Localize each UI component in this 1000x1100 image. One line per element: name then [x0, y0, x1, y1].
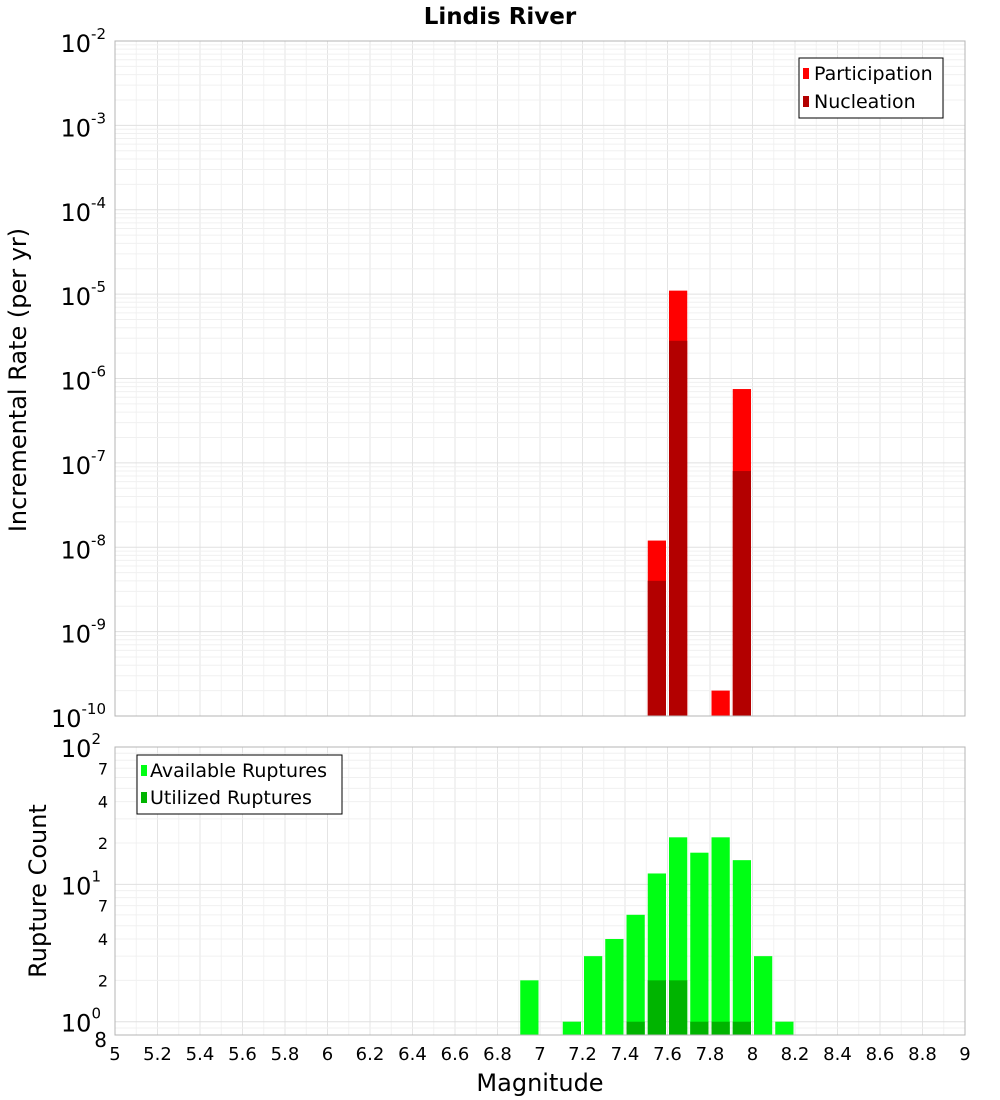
x-tick-labels: 5 5.2 5.4 5.6 5.8 6 6.2 6.4 6.6 6.8 7 7.2 7.4 7.6 7.8 8… — [109, 1044, 970, 1065]
y-tick-label-minor: 8 — [94, 1028, 107, 1052]
y-tick-label: 10-2 — [60, 25, 106, 58]
x-tick-label: 5.6 — [228, 1044, 257, 1065]
legend-label-available-ruptures: Available Ruptures — [150, 760, 327, 782]
y-tick-label-major: 100 — [61, 1005, 101, 1038]
bar-bottom-series-0 — [711, 837, 730, 1035]
bar-bottom-series-0 — [754, 956, 773, 1035]
x-tick-label: 8.8 — [908, 1044, 937, 1065]
legend-label-nucleation: Nucleation — [814, 91, 916, 113]
x-tick-label: 7.4 — [611, 1044, 640, 1065]
y-tick-label-minor: 7 — [98, 897, 108, 916]
legend-label-participation: Participation — [814, 63, 933, 85]
x-tick-label: 7.6 — [653, 1044, 682, 1065]
top-grid — [114, 41, 966, 717]
y-tick-label-major: 102 — [61, 730, 101, 763]
bottom-y-axis-label: Rupture Count — [24, 804, 52, 978]
legend-swatch-participation — [803, 68, 809, 79]
bottom-plot-frame — [114, 746, 966, 1036]
top-legend: Participation Nucleation — [798, 57, 944, 119]
bar-bottom-series-0 — [732, 860, 751, 1035]
x-tick-label: 7.8 — [696, 1044, 725, 1065]
x-tick-label: 5.2 — [143, 1044, 172, 1065]
x-tick-label: 8.4 — [823, 1044, 852, 1065]
bar-bottom-series-0 — [775, 1021, 794, 1035]
top-bars — [647, 290, 751, 716]
y-tick-label-minor: 4 — [98, 793, 108, 812]
x-tick-label: 6.2 — [356, 1044, 385, 1065]
bar-top-series-0 — [711, 690, 730, 716]
bar-bottom-series-1 — [732, 1021, 751, 1035]
y-tick-label: 10-7 — [60, 447, 106, 480]
bar-bottom-series-0 — [584, 956, 603, 1035]
top-plot-frame — [114, 40, 966, 717]
y-tick-label: 10-9 — [60, 616, 106, 649]
y-tick-label-major: 101 — [61, 867, 101, 900]
bar-bottom-series-1 — [647, 980, 666, 1035]
x-tick-label: 8 — [747, 1044, 758, 1065]
y-tick-label: 10-4 — [60, 194, 106, 227]
bar-bottom-series-1 — [626, 1021, 645, 1035]
x-tick-label: 5 — [109, 1044, 120, 1065]
bottom-y-tick-labels: 102 101 100 7 4 2 7 4 2 8 — [61, 730, 108, 1052]
x-tick-label: 5.8 — [271, 1044, 300, 1065]
y-tick-label: 10-6 — [60, 363, 106, 396]
bar-top-series-1 — [669, 340, 688, 716]
y-tick-label: 10-8 — [60, 531, 106, 564]
legend-label-utilized-ruptures: Utilized Ruptures — [150, 787, 312, 809]
bottom-legend-box — [136, 754, 343, 815]
x-tick-label: 6 — [322, 1044, 333, 1065]
bar-bottom-series-1 — [711, 1021, 730, 1035]
bar-bottom-series-0 — [690, 852, 709, 1035]
chart-title: Lindis River — [424, 4, 577, 30]
bar-top-series-1 — [732, 471, 751, 716]
x-tick-label: 8.6 — [866, 1044, 895, 1065]
y-tick-label: 10-3 — [60, 109, 106, 142]
bar-bottom-series-1 — [690, 1021, 709, 1035]
top-y-tick-labels: 10-10 10-9 10-8 10-7 10-6 10-5 10-4 10-3 10-2 — [51, 25, 106, 733]
y-tick-label-minor: 7 — [98, 759, 108, 778]
legend-swatch-utilized-ruptures — [141, 792, 147, 803]
top-y-axis-label: Incremental Rate (per yr) — [4, 228, 32, 532]
bar-bottom-series-0 — [520, 980, 539, 1035]
x-tick-label: 7 — [534, 1044, 545, 1065]
x-tick-label: 6.6 — [441, 1044, 470, 1065]
y-tick-label-minor: 2 — [98, 834, 108, 853]
x-tick-label: 5.4 — [186, 1044, 215, 1065]
x-tick-label: 6.8 — [483, 1044, 512, 1065]
x-tick-label: 6.4 — [398, 1044, 427, 1065]
bar-top-series-1 — [647, 580, 666, 716]
y-tick-label: 10-5 — [60, 278, 106, 311]
x-axis-label: Magnitude — [476, 1069, 603, 1097]
x-tick-label: 8.2 — [781, 1044, 810, 1065]
y-tick-label-minor: 4 — [98, 930, 108, 949]
bar-bottom-series-1 — [669, 980, 688, 1035]
y-tick-label: 10-10 — [51, 700, 106, 733]
bottom-bars — [520, 837, 794, 1035]
y-tick-label-minor: 2 — [98, 971, 108, 990]
top-legend-box — [798, 57, 944, 119]
bottom-legend: Available Ruptures Utilized Ruptures — [136, 754, 343, 815]
x-tick-label: 9 — [959, 1044, 970, 1065]
legend-swatch-nucleation — [803, 96, 809, 107]
x-tick-label: 7.2 — [568, 1044, 597, 1065]
bar-bottom-series-0 — [605, 939, 624, 1035]
bar-bottom-series-0 — [562, 1021, 581, 1035]
legend-swatch-available-ruptures — [141, 765, 147, 776]
bar-bottom-series-0 — [626, 914, 645, 1035]
